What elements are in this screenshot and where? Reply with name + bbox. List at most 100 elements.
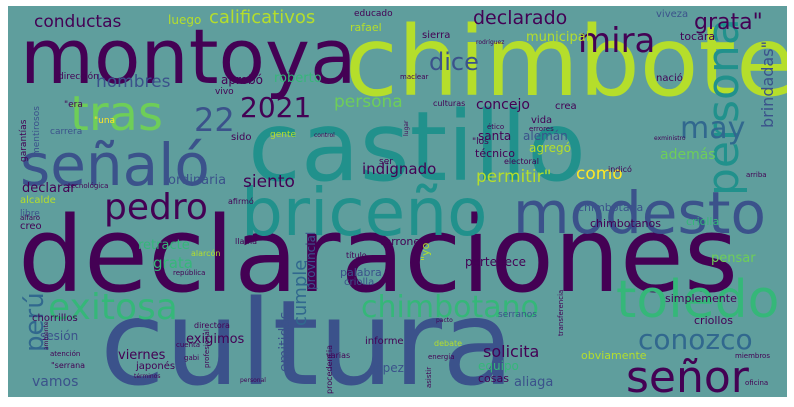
word-oficina: oficina	[745, 379, 769, 387]
word-terminos: términos	[134, 373, 161, 380]
word-viernes: viernes	[118, 348, 166, 363]
word-crea: crea	[555, 101, 577, 112]
word-vivo: vivo	[215, 87, 234, 97]
word-control: control	[314, 132, 335, 139]
word-may: may	[680, 111, 746, 146]
word-educado: educado	[354, 9, 393, 19]
word-personal: personal	[240, 377, 266, 384]
word-briceno: briceño	[241, 174, 488, 251]
word-titulo: título	[346, 251, 367, 260]
word-alarcon: alarcón	[191, 249, 221, 258]
word-montoya: montoya	[20, 12, 357, 101]
word-sierra: sierra	[422, 30, 451, 41]
word-vamos: vamos	[32, 374, 79, 390]
word-grata-quote: grata"	[694, 10, 763, 35]
word-ademas: además	[660, 147, 716, 163]
word-lugar: lugar	[403, 120, 410, 136]
word-una: "una	[94, 116, 116, 126]
word-transferencia: transferencia	[557, 289, 565, 336]
word-2021: 2021	[240, 91, 312, 124]
word-terrones: terrones	[380, 235, 426, 248]
word-exitosa: exitosa	[48, 287, 178, 328]
word-asistir: asistir	[425, 366, 433, 388]
word-agrego: agregó	[529, 141, 571, 155]
word-obviamente: obviamente	[581, 349, 647, 362]
word-palabra: palabra	[340, 266, 382, 279]
word-persona-vertical: persona	[698, 18, 749, 196]
word-roberto: roberto	[274, 71, 322, 86]
word-criolla: criolla	[344, 277, 375, 288]
word-profesional: profesional	[203, 329, 211, 368]
word-siento: siento	[243, 172, 295, 192]
word-conozco: conozco	[638, 323, 753, 356]
word-permitir: permitir"	[476, 167, 552, 187]
word-toledo: toledo	[616, 270, 780, 330]
word-brindadas: brindadas"	[758, 41, 777, 128]
word-serranos: serranos	[498, 310, 537, 320]
word-rafael: rafael	[350, 21, 382, 34]
word-tras: tras	[70, 86, 163, 142]
word-atencion: atención	[50, 350, 81, 358]
word-alfaro: alfaro	[20, 214, 40, 222]
word-dice: dice	[429, 48, 479, 76]
word-rodriguez: rodríguez	[476, 39, 505, 46]
word-pensar: pensar	[711, 251, 756, 266]
word-provincial: provincial	[304, 231, 318, 290]
word-llama: llama	[235, 237, 258, 246]
word-culturas: culturas	[433, 99, 466, 108]
word-hombres: hombres	[96, 72, 171, 92]
word-santa: santa	[478, 129, 512, 143]
word-alcalde: alcalde	[20, 195, 56, 206]
word-electoral: electoral	[504, 157, 539, 166]
word-simplemente: simplemente	[665, 292, 737, 305]
word-chimbotanos: chimbotanos	[590, 217, 661, 230]
word-indignado: indignado	[362, 160, 437, 178]
word-debate: debate	[434, 339, 463, 348]
word-concejo: concejo	[476, 97, 530, 113]
word-aleman: alemán	[523, 129, 568, 143]
word-republica: república	[173, 269, 206, 277]
word-declaraciones: declaraciones	[18, 194, 739, 316]
word-vida: vida	[531, 115, 553, 126]
word-nacio: nació	[656, 73, 683, 84]
word-errores: errores	[529, 125, 554, 133]
word-serrana: "serrana	[51, 361, 86, 370]
word-gente: gente	[270, 130, 297, 140]
word-chorrillos: chorrillos	[32, 313, 78, 324]
word-mentirosos: mentirosos	[32, 106, 42, 156]
word-cloud: declaraciones cultura chimbote castillo …	[8, 6, 787, 397]
word-aliaga: aliaga	[514, 375, 554, 390]
word-solicita: solicita	[483, 342, 540, 361]
word-tocara: tocara	[680, 30, 716, 43]
word-luego: luego	[168, 13, 202, 27]
word-criollos: criollos	[694, 314, 733, 327]
word-japones: japonés	[136, 361, 176, 372]
word-exministro: exministro	[654, 135, 686, 142]
word-ordinaria: ordinaria	[168, 173, 227, 188]
word-sesion: sesión	[40, 329, 79, 343]
word-persona: persona	[334, 92, 403, 112]
word-afirmo: afirmó	[228, 197, 254, 206]
word-energia: energía	[428, 353, 455, 361]
word-directora: directora	[194, 321, 230, 330]
word-era: "era	[64, 100, 83, 110]
word-miembros: miembros	[735, 352, 770, 360]
word-pedro: pedro	[104, 187, 208, 228]
word-como: como	[576, 164, 623, 184]
word-creo: creo	[20, 221, 42, 232]
word-garantias: garantías	[19, 119, 29, 162]
word-castillo: castillo	[248, 91, 587, 203]
word-arriba: arriba	[746, 171, 767, 179]
word-tecnico: técnico	[475, 147, 515, 160]
word-varias: varias	[326, 351, 351, 360]
word-grata: grata	[153, 254, 193, 272]
word-retracte: retracte	[138, 238, 190, 253]
word-chimbotana: chimbotana	[578, 201, 644, 214]
word-equipo: equipo	[478, 359, 519, 373]
word-sido: sido	[231, 132, 252, 143]
word-modesto: modesto	[513, 179, 766, 247]
word-chimbotano: chimbotano	[361, 290, 539, 325]
word-conductas: conductas	[34, 12, 122, 32]
word-declarar: declarar	[22, 181, 76, 196]
word-tecnologica: tecnológica	[68, 182, 109, 190]
